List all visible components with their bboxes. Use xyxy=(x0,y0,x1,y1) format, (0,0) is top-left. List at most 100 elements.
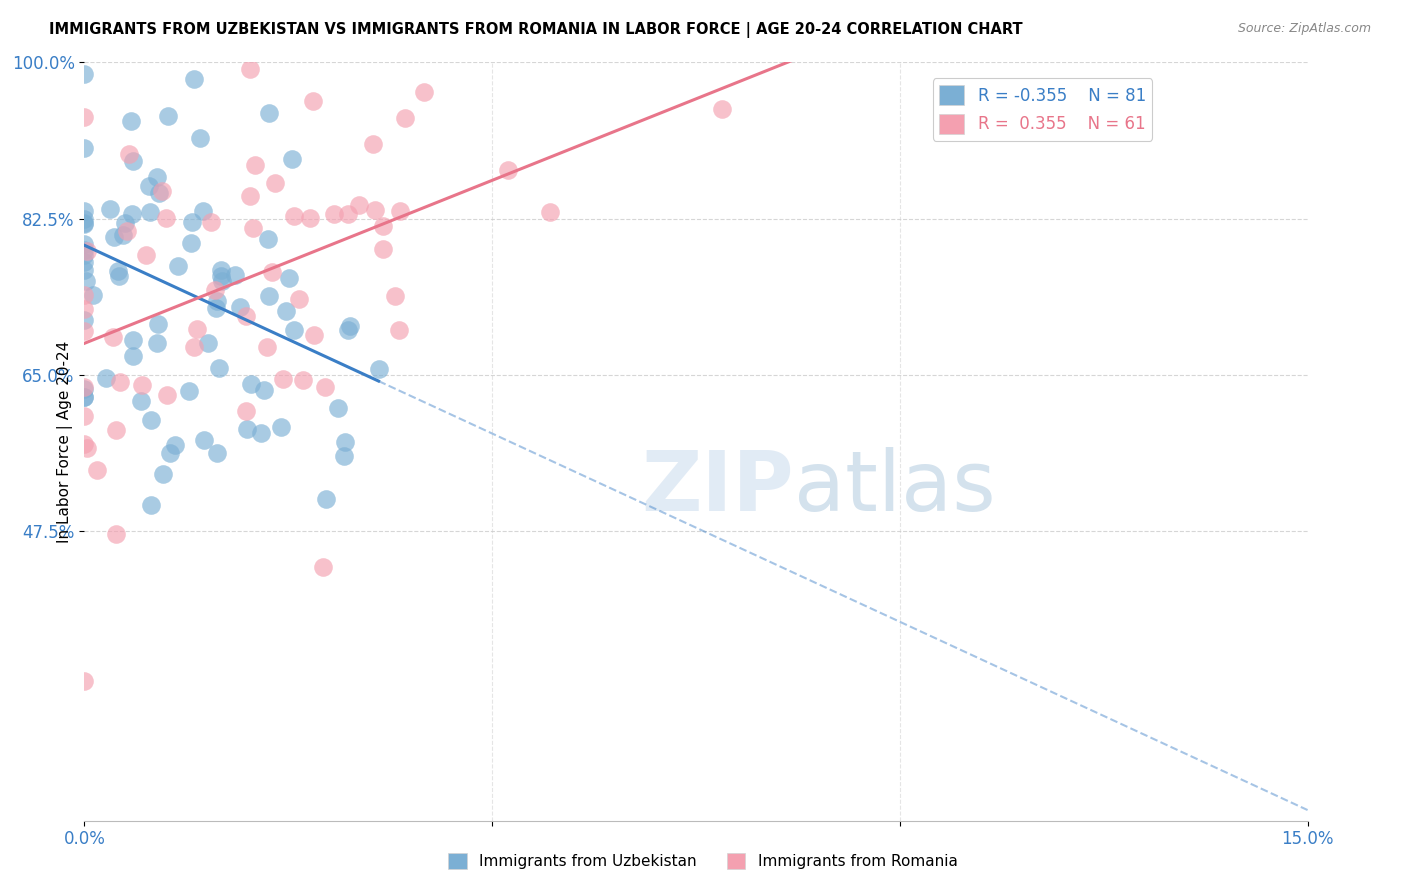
Point xyxy=(122,153,145,168)
Point xyxy=(101,330,124,344)
Point xyxy=(110,375,132,389)
Point xyxy=(271,372,294,386)
Point xyxy=(190,131,212,145)
Point xyxy=(209,263,232,277)
Point xyxy=(337,322,360,336)
Point xyxy=(73,409,96,423)
Text: atlas: atlas xyxy=(794,447,995,527)
Point xyxy=(183,72,205,87)
Point xyxy=(197,336,219,351)
Point xyxy=(332,450,354,464)
Point xyxy=(181,215,204,229)
Point xyxy=(186,322,208,336)
Point xyxy=(200,5,222,20)
Point xyxy=(73,302,96,317)
Point xyxy=(122,333,145,347)
Point xyxy=(496,163,519,178)
Point xyxy=(73,248,96,262)
Point xyxy=(283,210,305,224)
Point xyxy=(277,271,299,285)
Point xyxy=(204,301,226,315)
Point xyxy=(73,67,96,81)
Point xyxy=(75,275,97,289)
Point xyxy=(243,158,266,172)
Point xyxy=(152,467,174,481)
Point xyxy=(73,390,96,404)
Point xyxy=(148,318,170,332)
Point xyxy=(121,206,143,220)
Point xyxy=(280,152,302,166)
Point xyxy=(292,373,315,387)
Point xyxy=(384,289,406,303)
Point xyxy=(94,371,117,385)
Point xyxy=(205,293,228,308)
Point xyxy=(155,211,177,225)
Point xyxy=(337,206,360,220)
Point xyxy=(394,111,416,125)
Point xyxy=(131,378,153,392)
Point xyxy=(139,205,162,219)
Point xyxy=(229,300,252,314)
Point xyxy=(148,186,170,200)
Point xyxy=(191,203,214,218)
Point xyxy=(73,324,96,338)
Point xyxy=(146,335,169,350)
Point xyxy=(235,404,257,418)
Point xyxy=(204,283,226,297)
Point xyxy=(141,499,163,513)
Point xyxy=(388,323,411,337)
Point xyxy=(180,235,202,250)
Point xyxy=(211,274,233,288)
Point xyxy=(363,203,385,218)
Point xyxy=(304,327,326,342)
Point xyxy=(413,85,436,99)
Point xyxy=(371,243,394,257)
Point xyxy=(239,189,262,203)
Point xyxy=(257,232,280,246)
Point xyxy=(283,322,305,336)
Point xyxy=(252,383,274,397)
Point xyxy=(326,401,349,416)
Point xyxy=(73,217,96,231)
Point xyxy=(139,413,162,427)
Point xyxy=(711,103,734,117)
Point xyxy=(73,237,96,252)
Point xyxy=(115,224,138,238)
Point xyxy=(260,265,283,279)
Text: IMMIGRANTS FROM UZBEKISTAN VS IMMIGRANTS FROM ROMANIA IN LABOR FORCE | AGE 20-24: IMMIGRANTS FROM UZBEKISTAN VS IMMIGRANTS… xyxy=(49,22,1022,38)
Point xyxy=(104,423,127,437)
Point xyxy=(200,215,222,229)
Point xyxy=(73,263,96,277)
Point xyxy=(73,254,96,268)
Point xyxy=(156,387,179,401)
Point xyxy=(224,268,246,282)
Point xyxy=(103,229,125,244)
Point xyxy=(367,362,389,376)
Point xyxy=(274,304,297,318)
Point xyxy=(236,422,259,436)
Point xyxy=(361,137,384,152)
Point xyxy=(239,62,262,76)
Point xyxy=(163,438,186,452)
Point xyxy=(193,433,215,447)
Point xyxy=(314,379,336,393)
Point xyxy=(170,0,193,13)
Text: ZIP: ZIP xyxy=(641,447,794,527)
Point xyxy=(299,211,322,226)
Y-axis label: In Labor Force | Age 20-24: In Labor Force | Age 20-24 xyxy=(58,341,73,542)
Point xyxy=(100,202,122,216)
Point xyxy=(76,441,98,455)
Point xyxy=(73,380,96,394)
Point xyxy=(335,434,357,449)
Point xyxy=(312,560,335,574)
Point xyxy=(73,313,96,327)
Point xyxy=(288,292,311,306)
Point xyxy=(208,361,231,376)
Point xyxy=(73,204,96,219)
Point xyxy=(159,446,181,460)
Point xyxy=(138,178,160,193)
Point xyxy=(131,394,153,409)
Point xyxy=(264,176,287,190)
Point xyxy=(73,211,96,226)
Point xyxy=(209,268,232,283)
